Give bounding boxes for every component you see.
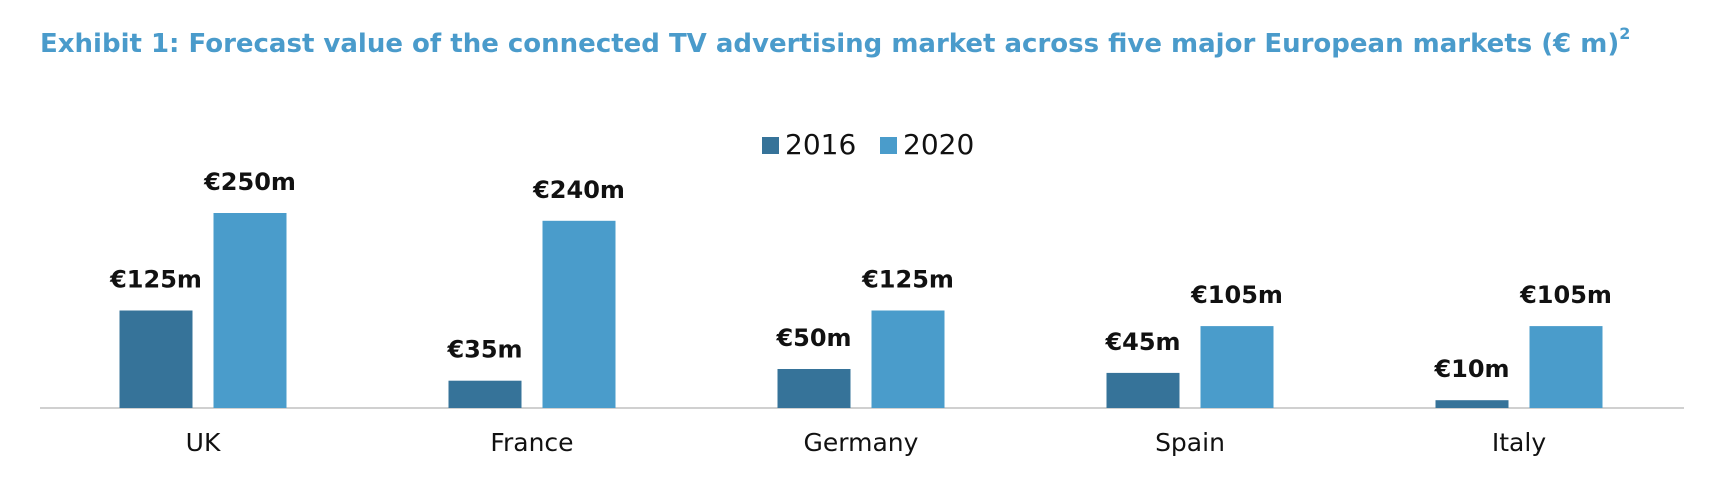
value-label: €125m: [109, 266, 202, 294]
value-label: €50m: [775, 324, 851, 352]
x-tick-label: Spain: [1155, 428, 1225, 457]
bar: [871, 310, 945, 408]
value-label: €10m: [1433, 355, 1509, 383]
legend-swatch: [880, 137, 897, 154]
value-label: €105m: [1190, 281, 1283, 309]
legend-label: 2020: [903, 128, 974, 161]
value-label: €45m: [1104, 328, 1180, 356]
legend-label: 2016: [785, 128, 856, 161]
bar: [213, 213, 287, 408]
bar: [1106, 372, 1180, 408]
bar: [1200, 326, 1274, 408]
title-superscript: 2: [1619, 24, 1630, 43]
value-label: €35m: [446, 336, 522, 364]
legend-swatch: [762, 137, 779, 154]
x-tick-label: UK: [186, 428, 221, 457]
value-label: €250m: [203, 168, 296, 196]
value-label: €125m: [861, 266, 954, 294]
bar: [1435, 400, 1509, 408]
x-tick-label: Germany: [804, 428, 919, 457]
chart-title: Exhibit 1: Forecast value of the connect…: [40, 24, 1630, 59]
value-label: €240m: [532, 176, 625, 204]
bar: [1529, 326, 1603, 408]
bar: [448, 380, 522, 408]
bar: [777, 369, 851, 408]
bar: [542, 220, 616, 408]
x-tick-label: France: [490, 428, 573, 457]
x-tick-label: Italy: [1492, 428, 1546, 457]
title-text: Exhibit 1: Forecast value of the connect…: [40, 29, 1619, 59]
bar: [119, 310, 193, 408]
value-label: €105m: [1519, 281, 1612, 309]
